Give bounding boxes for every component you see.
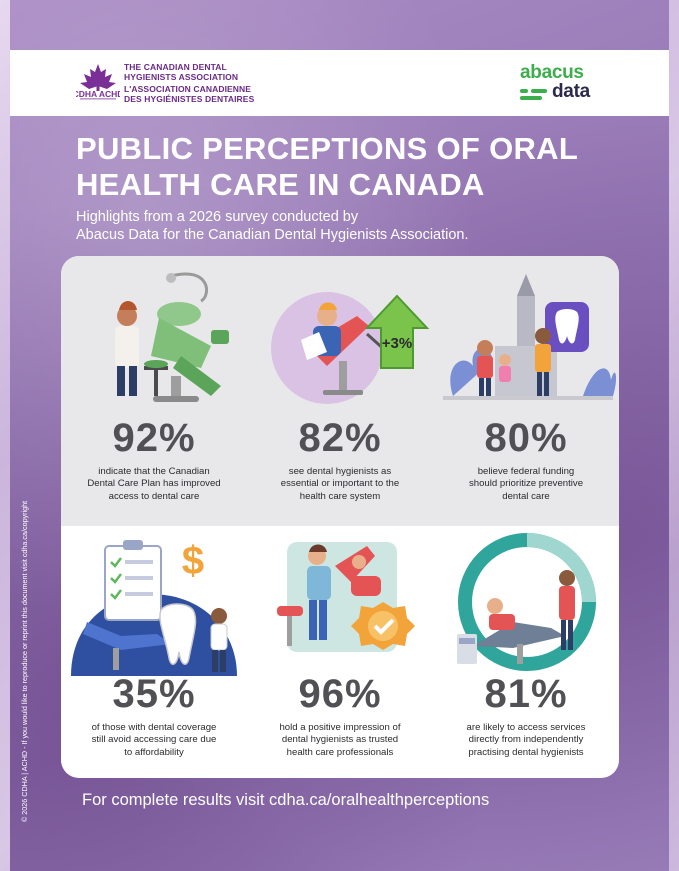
stat-desc-line: practising dental hygienists xyxy=(468,746,584,758)
logo-header: CDHA ACHD THE CANADIAN DENTAL HYGIENISTS… xyxy=(10,50,669,116)
stat-desc-line: should prioritize preventive xyxy=(468,478,584,490)
stat-card-3: 80% believe federal funding should prior… xyxy=(433,256,619,526)
stat-value: 96% xyxy=(298,672,382,716)
page-title: PUBLIC PERCEPTIONS OF ORAL HEALTH CARE I… xyxy=(76,131,636,203)
subtitle-line-1: Highlights from a 2026 survey conducted … xyxy=(76,209,359,225)
stat-desc-line: directly from independently xyxy=(468,734,584,746)
cdha-name-en-2: HYGIENISTS ASSOCIATION xyxy=(124,72,239,82)
results-link[interactable]: For complete results visit cdha.ca/oralh… xyxy=(82,791,490,809)
stats-card: 92% indicate that the Canadian Dental Ca… xyxy=(61,256,619,778)
subtitle-line-2: Abacus Data for the Canadian Dental Hygi… xyxy=(76,227,469,243)
cdha-name-fr-2: DES HYGIÉNISTES DENTAIRES xyxy=(124,94,255,104)
family-parliament-tooth-icon xyxy=(443,274,617,400)
stat-value: 35% xyxy=(112,672,196,716)
logo-dash-icon xyxy=(520,89,528,93)
page-subtitle: Highlights from a 2026 survey conducted … xyxy=(76,208,616,244)
logo-dash-icon xyxy=(531,89,547,93)
title-line-1: PUBLIC PERCEPTIONS OF ORAL xyxy=(76,131,579,166)
stat-desc-line: dental hygienists as trusted xyxy=(281,734,399,746)
title-line-2: HEALTH CARE IN CANADA xyxy=(76,167,485,202)
stat-value: 80% xyxy=(484,416,568,460)
abacus-data-logo: abacus data xyxy=(516,62,606,106)
copyright-note: © 2026 CDHA | ACHD - If you would like t… xyxy=(20,500,29,822)
stat-description: of those with dental coverage still avoi… xyxy=(79,722,229,759)
dental-chair-hygienist-icon xyxy=(115,272,229,402)
stat-desc-line: still avoid accessing care due xyxy=(91,734,217,746)
stat-description: indicate that the Canadian Dental Care P… xyxy=(79,466,229,503)
stat-card-5: 96% hold a positive impression of dental… xyxy=(247,526,433,778)
stat-card-1: 92% indicate that the Canadian Dental Ca… xyxy=(61,256,247,526)
stat-desc-line: see dental hygienists as xyxy=(288,466,392,477)
cdha-name-en-1: THE CANADIAN DENTAL xyxy=(124,62,227,72)
stat-desc-line: health care system xyxy=(299,490,381,502)
stat-card-6: 81% are likely to access services direct… xyxy=(433,526,619,778)
stat-description: see dental hygienists as essential or im… xyxy=(265,466,415,503)
stat-description: believe federal funding should prioritiz… xyxy=(451,466,601,503)
stat-value: 82% xyxy=(298,416,382,460)
stat-desc-line: indicate that the Canadian xyxy=(98,466,210,477)
cdha-name: THE CANADIAN DENTAL HYGIENISTS ASSOCIATI… xyxy=(124,62,344,104)
patient-growth-arrow-icon: +3% xyxy=(271,292,430,404)
data-word: data xyxy=(552,81,590,102)
logo-dash-icon xyxy=(520,96,542,100)
stat-desc-line: hold a positive impression of xyxy=(279,722,401,733)
stat-value: 92% xyxy=(112,416,196,460)
cdha-logo-text: CDHA ACHD xyxy=(76,89,120,99)
stat-desc-line: believe federal funding xyxy=(477,466,575,477)
stat-desc-line: health care professionals xyxy=(286,746,394,758)
stat-desc-line: of those with dental coverage xyxy=(91,722,217,733)
growth-badge: +3% xyxy=(382,335,412,352)
stat-description: are likely to access services directly f… xyxy=(451,722,601,759)
dollar-sign-icon: $ xyxy=(182,539,204,583)
abacus-word: abacus xyxy=(520,62,584,83)
cdha-name-fr-1: L'ASSOCIATION CANADIENNE xyxy=(124,84,252,94)
stat-desc-line: are likely to access services xyxy=(466,722,586,733)
stat-desc-line: dental care xyxy=(502,490,550,502)
hygienist-badge-check-icon xyxy=(277,542,415,652)
independent-practice-ring-icon xyxy=(457,533,596,671)
stat-desc-line: Dental Care Plan has improved xyxy=(87,478,221,490)
stat-desc-line: access to dental care xyxy=(108,490,200,502)
cdha-maple-leaf-logo: CDHA ACHD xyxy=(76,64,120,100)
stat-card-4: $ 35% of those with dental coverage stil… xyxy=(61,526,247,778)
stat-card-2: +3% 82% see dental hygienists as essenti… xyxy=(247,256,433,526)
stat-desc-line: to affordability xyxy=(124,746,184,758)
stat-description: hold a positive impression of dental hyg… xyxy=(265,722,415,759)
stat-value: 81% xyxy=(484,672,568,716)
infographic-page: CDHA ACHD THE CANADIAN DENTAL HYGIENISTS… xyxy=(10,0,669,871)
checklist-dollar-chair-icon: $ xyxy=(71,539,237,676)
stat-desc-line: essential or important to the xyxy=(280,478,400,490)
